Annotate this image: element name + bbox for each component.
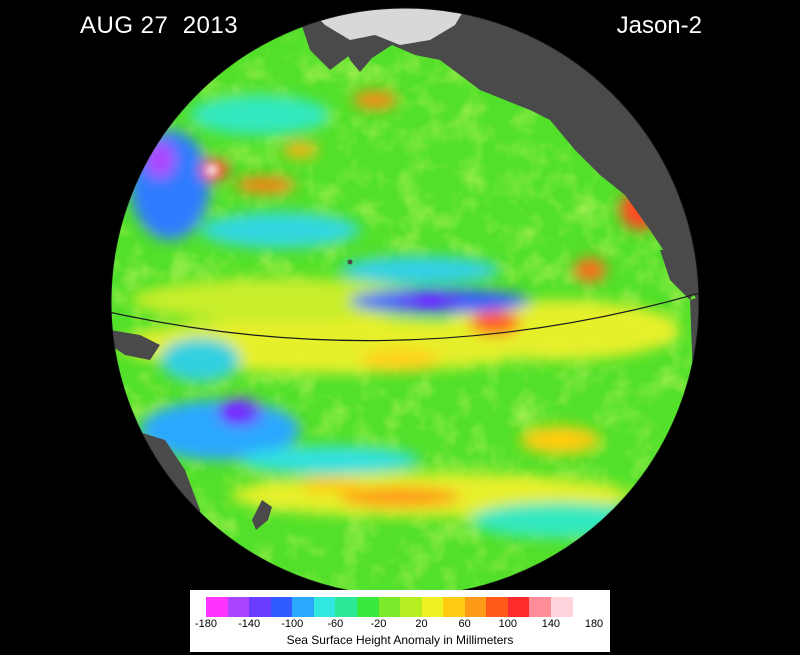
colorbar-segment [249, 597, 271, 617]
anomaly-field [120, 91, 680, 538]
colorbar-segment [572, 597, 595, 617]
colorbar-segment [356, 597, 379, 617]
colorbar-segment [292, 597, 314, 617]
colorbar-segment [400, 597, 422, 617]
colorbar-segment [529, 597, 551, 617]
globe-map [110, 7, 700, 590]
colorbar-tick-label: -60 [327, 618, 344, 630]
colorbar-segment [378, 597, 401, 617]
colorbar-tick-label: 180 [584, 618, 604, 630]
colorbar-tick-label: 140 [541, 618, 561, 630]
central-america-land [660, 250, 699, 300]
colorbar-segment [206, 597, 228, 617]
colorbar-segment [486, 597, 508, 617]
new-zealand-land [252, 500, 272, 530]
colorbar-ticks: -180 -140 -100 -60 -20 20 60 100 140 180 [195, 617, 603, 633]
colorbar-segment [313, 597, 336, 617]
color-legend: -180 -140 -100 -60 -20 20 60 100 140 180 Sea Surf… [190, 590, 610, 652]
colorbar-segment [507, 597, 530, 617]
equator-line [111, 289, 699, 342]
colorbar-tick-label: 20 [415, 618, 428, 630]
colorbar-tick-label: -20 [370, 618, 387, 630]
hawaii-land [347, 259, 353, 265]
colorbar-tick-label: 100 [498, 618, 517, 630]
colorbar-tick-label: -180 [194, 618, 218, 630]
colorbar-segment [421, 597, 444, 617]
new-guinea-land [111, 330, 160, 360]
colorbar-segment [227, 597, 250, 617]
south-america-land [690, 290, 699, 590]
colorbar-tick-label: 60 [458, 618, 471, 630]
mission-label: Jason-2 [616, 12, 702, 39]
legend-title: Sea Surface Height Anomaly in Millimeter… [286, 633, 514, 647]
colorbar-segment [270, 597, 293, 617]
globe-outline [110, 7, 700, 590]
date-label: AUG 27 2013 [80, 12, 239, 39]
colorbar-segment [464, 597, 487, 617]
colorbar-segment [335, 597, 357, 617]
colorbar-segment [551, 597, 573, 617]
colorbar [206, 597, 595, 617]
colorbar-tick-label: -100 [281, 618, 304, 630]
ocean-field [111, 8, 699, 590]
colorbar-tick-label: -140 [238, 618, 261, 630]
colorbar-segment [443, 597, 465, 617]
